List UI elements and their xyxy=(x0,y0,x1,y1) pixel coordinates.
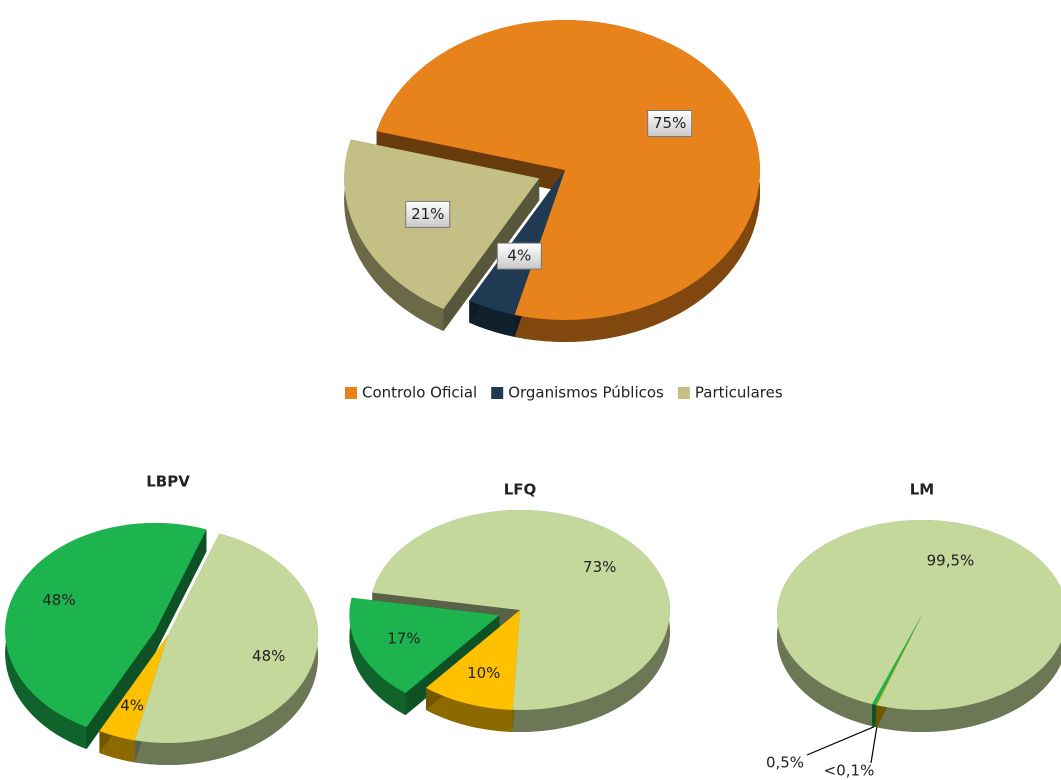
legend-label: Particulares xyxy=(695,384,783,402)
slice xyxy=(876,615,922,706)
data-label: 4% xyxy=(120,697,144,715)
data-label: 0,5% xyxy=(766,754,804,772)
label-box xyxy=(496,242,542,270)
slice-rim xyxy=(426,687,513,732)
legend-swatch xyxy=(491,387,504,399)
leader-line xyxy=(806,726,875,756)
chart-title: LM xyxy=(910,481,935,499)
slice-cut xyxy=(443,178,540,332)
slice-cut xyxy=(86,630,156,750)
data-label: 75% xyxy=(653,114,686,132)
slice xyxy=(469,170,565,315)
chart-title: LFQ xyxy=(504,481,537,499)
slice xyxy=(426,610,520,710)
legend-swatch xyxy=(677,387,690,399)
data-label: <0,1% xyxy=(824,762,875,780)
slice-rim xyxy=(349,597,406,716)
legend-swatch xyxy=(345,387,357,399)
slice xyxy=(372,510,670,710)
data-label: 21% xyxy=(411,205,444,223)
slice-cut xyxy=(155,529,207,653)
data-label: 4% xyxy=(507,247,531,265)
label-box xyxy=(405,200,451,228)
label-box xyxy=(647,110,693,137)
data-label: 48% xyxy=(42,591,75,609)
slice xyxy=(349,597,500,694)
legend-label: Controlo Oficial xyxy=(362,384,477,402)
slice xyxy=(872,615,922,706)
leader-line xyxy=(870,727,878,764)
slice xyxy=(134,533,318,743)
data-label: 17% xyxy=(387,630,420,648)
data-label: 48% xyxy=(252,647,285,665)
slice xyxy=(777,520,1061,710)
slice xyxy=(376,20,760,320)
data-label: 73% xyxy=(583,558,616,576)
slice-rim xyxy=(469,300,515,337)
data-label: 99,5% xyxy=(927,552,975,570)
slice xyxy=(99,635,168,741)
slice xyxy=(5,522,207,728)
chart-title: LBPV xyxy=(146,473,190,491)
data-label: 10% xyxy=(467,664,500,682)
slice-rim xyxy=(344,139,444,332)
legend-label: Organismos Públicos xyxy=(508,384,664,402)
